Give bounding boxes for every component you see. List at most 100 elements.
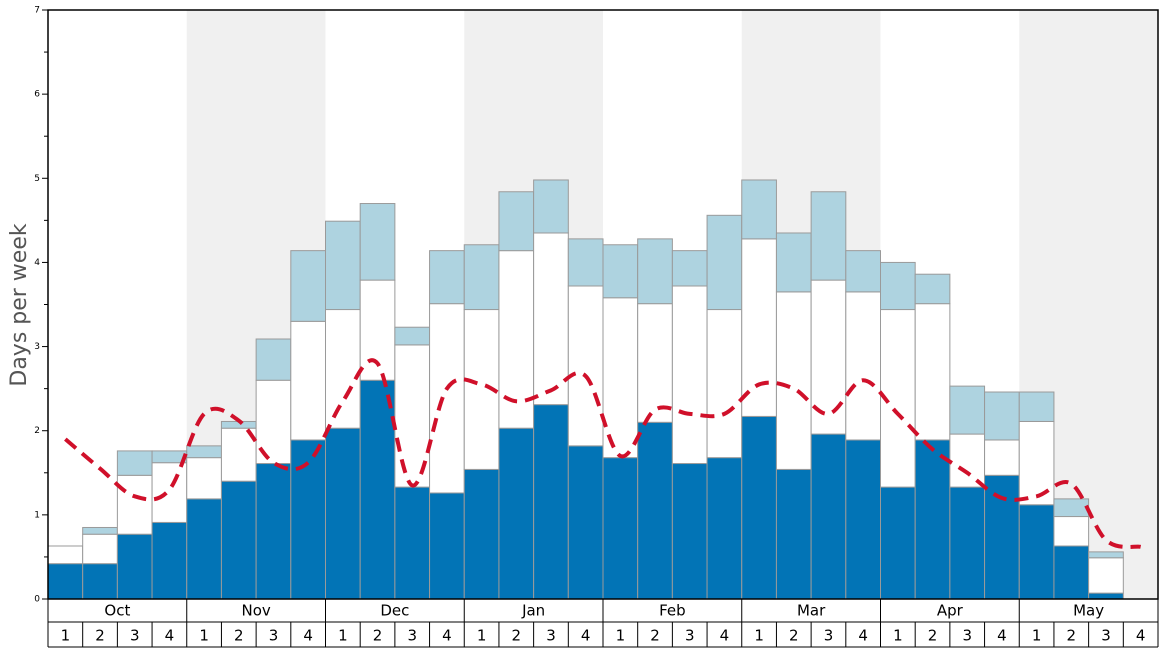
bar-segment bbox=[567, 445, 604, 600]
x-tick-label: 2 bbox=[928, 627, 938, 645]
month-label: Oct bbox=[104, 602, 130, 620]
bar-segment bbox=[637, 303, 673, 423]
bar-segment bbox=[1053, 498, 1090, 518]
y-tick-label: 5 bbox=[34, 174, 40, 184]
x-tick-label: 3 bbox=[685, 627, 695, 645]
bar-segment bbox=[116, 450, 153, 476]
x-tick-label: 2 bbox=[512, 627, 522, 645]
x-tick-label: 2 bbox=[650, 627, 660, 645]
bar-segment bbox=[151, 521, 188, 600]
bar-segment bbox=[463, 468, 500, 600]
bar-segment bbox=[775, 232, 812, 293]
y-tick-label: 4 bbox=[34, 258, 40, 268]
bar-segment bbox=[186, 457, 222, 500]
bar-segment bbox=[290, 439, 326, 600]
y-tick-label: 6 bbox=[34, 90, 40, 100]
bar-segment bbox=[533, 404, 569, 600]
x-tick-label: 4 bbox=[997, 627, 1007, 645]
bar-segment bbox=[880, 486, 916, 600]
bar-segment bbox=[186, 445, 222, 459]
x-tick-label: 4 bbox=[442, 627, 452, 645]
bar-segment bbox=[949, 486, 986, 600]
bar-segment bbox=[845, 291, 881, 441]
x-tick-label: 2 bbox=[373, 627, 383, 645]
bar-segment bbox=[255, 463, 292, 600]
x-tick-label: 2 bbox=[789, 627, 799, 645]
bar-segment bbox=[880, 261, 916, 311]
trend-line bbox=[64, 358, 1142, 549]
x-tick-label: 3 bbox=[407, 627, 417, 645]
bar-segment bbox=[741, 415, 777, 600]
x-tick-label: 4 bbox=[720, 627, 730, 645]
bar-segment bbox=[1088, 557, 1124, 594]
bar-segment bbox=[984, 474, 1020, 600]
bar-segment bbox=[671, 463, 708, 600]
bar-segment bbox=[47, 545, 84, 565]
x-tick-label: 3 bbox=[130, 627, 140, 645]
x-tick-label: 3 bbox=[269, 627, 279, 645]
bar-segment bbox=[1018, 504, 1055, 600]
bar-segment bbox=[706, 309, 743, 459]
bar-segment bbox=[359, 203, 396, 281]
bar-segment bbox=[82, 533, 118, 565]
bar-segment bbox=[1018, 391, 1055, 422]
bar-segment bbox=[602, 457, 639, 600]
bar-segment bbox=[810, 191, 847, 281]
bar-segment bbox=[775, 291, 812, 470]
x-tick-label: 4 bbox=[303, 627, 313, 645]
month-label: Dec bbox=[380, 602, 409, 620]
bar-segment bbox=[394, 486, 431, 600]
x-tick-label: 3 bbox=[824, 627, 834, 645]
bar-segment bbox=[637, 421, 673, 600]
bar-segment bbox=[671, 285, 708, 465]
bar-segment bbox=[290, 250, 326, 322]
bar-segment bbox=[706, 457, 743, 600]
y-tick-label: 2 bbox=[34, 426, 40, 436]
bar-segment bbox=[741, 238, 777, 417]
x-tick-label: 1 bbox=[616, 627, 626, 645]
bar-segment bbox=[602, 297, 639, 459]
y-tick-label: 0 bbox=[34, 595, 40, 605]
bar-segment bbox=[637, 238, 673, 305]
bar-segment bbox=[47, 563, 84, 600]
bar-segment bbox=[984, 439, 1020, 476]
month-label: Jan bbox=[521, 602, 545, 620]
x-tick-label: 3 bbox=[962, 627, 972, 645]
y-tick-label: 1 bbox=[34, 510, 40, 520]
bar-segment bbox=[567, 238, 604, 287]
bar-segment bbox=[845, 250, 881, 293]
bar-segment bbox=[498, 191, 535, 252]
bar-segment bbox=[290, 320, 326, 441]
bar-segment bbox=[706, 214, 743, 311]
x-tick-label: 3 bbox=[1101, 627, 1111, 645]
bar-segment bbox=[220, 480, 257, 600]
bar-segment bbox=[116, 533, 153, 600]
x-tick-label: 1 bbox=[199, 627, 209, 645]
bar-segment bbox=[255, 338, 292, 381]
x-tick-label: 1 bbox=[61, 627, 71, 645]
bar-segment bbox=[429, 250, 465, 305]
bar-segment bbox=[533, 232, 569, 406]
x-tick-label: 4 bbox=[165, 627, 175, 645]
bar-segment bbox=[914, 303, 951, 441]
bar-segment bbox=[325, 220, 361, 311]
y-axis-label: Days per week bbox=[7, 223, 32, 386]
bar-segment bbox=[567, 285, 604, 447]
month-label: Apr bbox=[937, 602, 964, 620]
bar-segment bbox=[914, 439, 951, 600]
bar-segment bbox=[1088, 551, 1124, 559]
bar-segment bbox=[394, 326, 431, 346]
bar-segment bbox=[116, 474, 153, 535]
x-tick-label: 1 bbox=[754, 627, 764, 645]
bar-segment bbox=[359, 379, 396, 600]
bar-segment bbox=[429, 492, 465, 600]
x-tick-label: 4 bbox=[1136, 627, 1146, 645]
x-tick-label: 1 bbox=[893, 627, 903, 645]
bar-segment bbox=[602, 244, 639, 299]
bar-segment bbox=[1088, 592, 1124, 600]
bar-segment bbox=[463, 244, 500, 311]
bar-segment bbox=[151, 462, 188, 523]
bar-segment bbox=[325, 427, 361, 600]
bar-segment bbox=[775, 468, 812, 600]
bar-segment bbox=[984, 391, 1020, 441]
